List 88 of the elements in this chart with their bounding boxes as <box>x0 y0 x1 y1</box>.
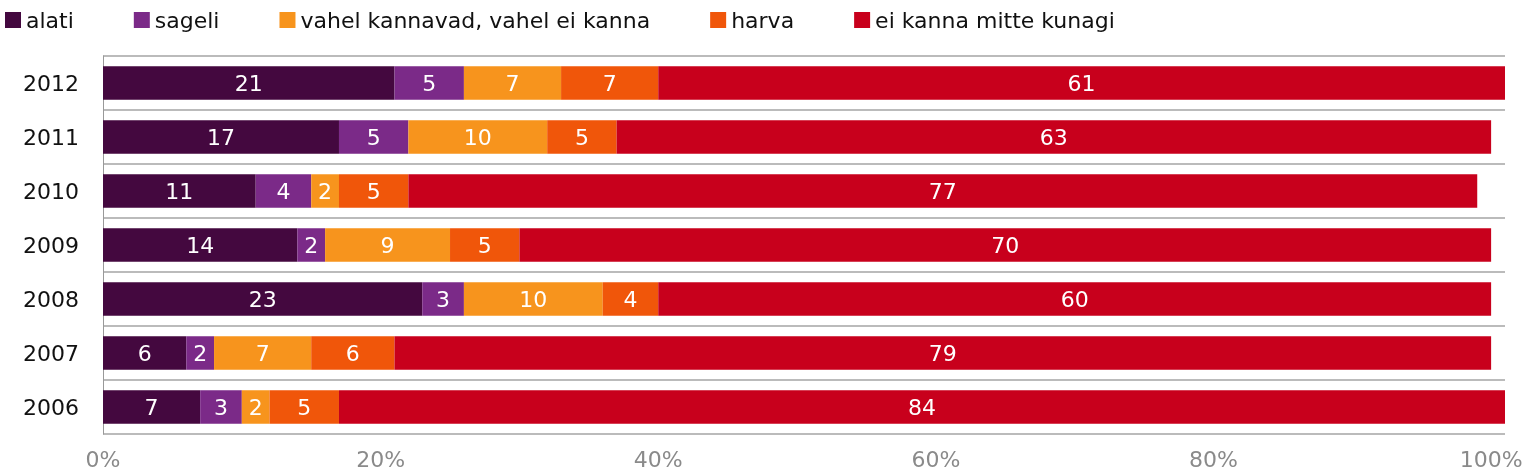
bar <box>408 120 548 154</box>
data-label: 5 <box>477 232 492 258</box>
data-label: 21 <box>234 70 263 96</box>
bar <box>338 174 409 208</box>
legend-label: sageli <box>154 7 220 33</box>
bar <box>463 66 562 100</box>
bar <box>311 174 339 208</box>
bar <box>255 174 312 208</box>
x-tick-label: 60% <box>911 446 961 472</box>
bar <box>214 336 312 370</box>
data-label: 5 <box>366 124 381 150</box>
legend-label: alati <box>26 7 74 33</box>
data-label: 9 <box>380 232 395 258</box>
bar <box>297 228 326 262</box>
bar <box>450 228 520 262</box>
data-label: 10 <box>519 286 548 312</box>
y-tick-label: 2006 <box>23 394 79 420</box>
data-label: 5 <box>297 394 312 420</box>
legend-label: vahel kannavad, vahel ei kanna <box>300 7 651 33</box>
data-label: 4 <box>623 286 638 312</box>
x-tick-label: 80% <box>1189 446 1238 472</box>
data-label: 4 <box>276 178 291 204</box>
data-label: 84 <box>907 394 936 420</box>
y-tick-label: 2008 <box>23 286 79 312</box>
y-tick-label: 2011 <box>23 124 79 150</box>
data-label: 2 <box>304 232 319 258</box>
bar <box>103 174 256 208</box>
bar <box>338 120 409 154</box>
bar <box>463 282 603 316</box>
bar <box>241 390 270 424</box>
data-label: 6 <box>345 340 360 366</box>
data-label: 3 <box>436 286 451 312</box>
x-tick-label: 100% <box>1459 446 1523 472</box>
bar <box>658 66 1505 100</box>
bar <box>394 66 464 100</box>
bar <box>422 282 464 316</box>
data-label: 60 <box>1060 286 1089 312</box>
data-label: 7 <box>144 394 159 420</box>
data-label: 77 <box>928 178 957 204</box>
bar <box>200 390 242 424</box>
bar <box>103 282 423 316</box>
bar <box>561 66 659 100</box>
data-label: 6 <box>137 340 152 366</box>
x-tick-label: 0% <box>85 446 121 472</box>
x-tick-label: 20% <box>356 446 406 472</box>
data-label: 2 <box>318 178 333 204</box>
data-label: 17 <box>206 124 235 150</box>
legend-label: harva <box>731 7 795 33</box>
bar <box>547 120 617 154</box>
data-label: 7 <box>255 340 270 366</box>
bar <box>602 282 659 316</box>
data-label: 70 <box>991 232 1020 258</box>
bar <box>325 228 451 262</box>
data-label: 79 <box>928 340 957 366</box>
data-label: 5 <box>574 124 589 150</box>
x-tick-label: 40% <box>633 446 683 472</box>
data-label: 11 <box>165 178 194 204</box>
bar <box>394 336 1492 370</box>
bar <box>658 282 1492 316</box>
bar <box>338 390 1505 424</box>
data-label: 10 <box>463 124 492 150</box>
bar <box>616 120 1492 154</box>
data-label: 23 <box>248 286 277 312</box>
data-label: 5 <box>422 70 437 96</box>
y-tick-label: 2007 <box>23 340 79 366</box>
bar <box>103 120 339 154</box>
bar <box>408 174 1478 208</box>
bar <box>103 228 298 262</box>
data-label: 7 <box>505 70 520 96</box>
data-label: 3 <box>213 394 228 420</box>
data-label: 2 <box>193 340 208 366</box>
bar <box>269 390 339 424</box>
y-tick-label: 2012 <box>23 70 79 96</box>
bar <box>519 228 1492 262</box>
data-label: 61 <box>1067 70 1096 96</box>
legend-label: ei kanna mitte kunagi <box>875 7 1115 33</box>
bar <box>186 336 215 370</box>
bar <box>103 390 201 424</box>
data-label: 14 <box>186 232 215 258</box>
data-label: 2 <box>248 394 263 420</box>
data-label: 7 <box>602 70 617 96</box>
bar <box>103 336 187 370</box>
data-label: 63 <box>1039 124 1068 150</box>
y-tick-label: 2009 <box>23 232 79 258</box>
bar <box>103 66 395 100</box>
data-label: 5 <box>366 178 381 204</box>
bar <box>311 336 395 370</box>
y-tick-label: 2010 <box>23 178 79 204</box>
